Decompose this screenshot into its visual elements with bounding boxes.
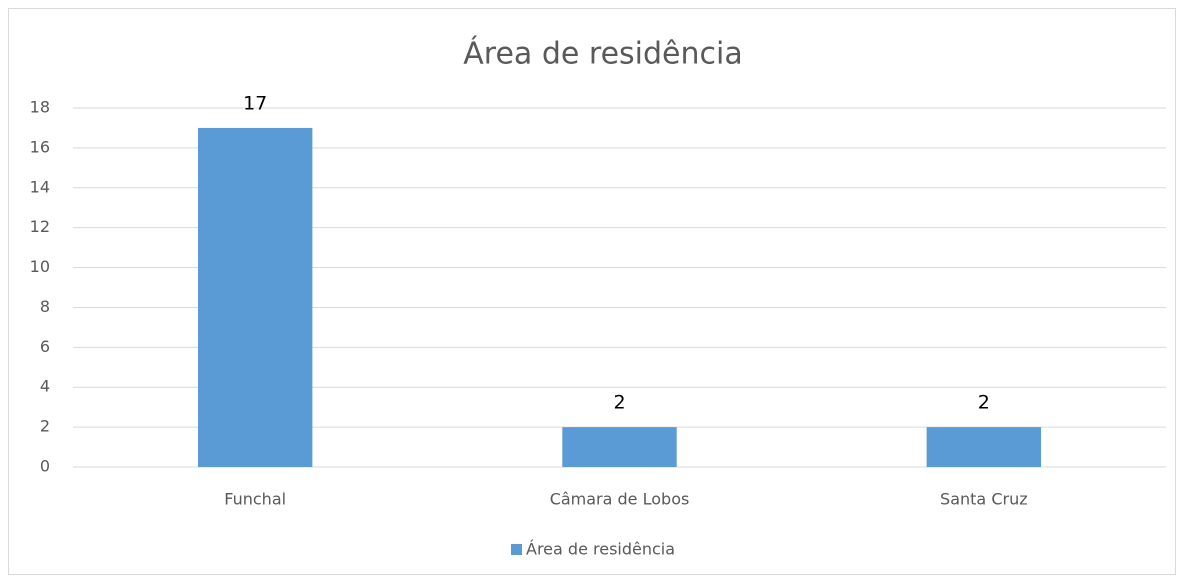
bar [926, 427, 1042, 467]
data-label: 17 [243, 92, 267, 114]
y-tick-label: 10 [30, 257, 50, 276]
y-tick-label: 16 [30, 137, 50, 156]
bar [562, 427, 677, 467]
x-tick-label: Funchal [224, 490, 286, 509]
y-tick-label: 14 [30, 177, 50, 196]
data-label: 2 [978, 392, 990, 414]
y-tick-label: 18 [30, 98, 50, 117]
y-tick-label: 4 [40, 377, 50, 396]
y-tick-label: 2 [40, 417, 50, 436]
y-tick-label: 12 [30, 217, 50, 236]
y-tick-label: 6 [40, 337, 50, 356]
x-tick-label: Santa Cruz [940, 490, 1028, 509]
legend-label: Área de residência [526, 540, 675, 559]
data-label: 2 [613, 392, 625, 414]
y-tick-label: 8 [40, 297, 50, 316]
legend-swatch [511, 544, 522, 555]
bar [197, 127, 313, 467]
chart-title: Área de residência [463, 36, 742, 72]
y-tick-label: 0 [40, 457, 50, 476]
x-tick-label: Câmara de Lobos [550, 490, 690, 509]
